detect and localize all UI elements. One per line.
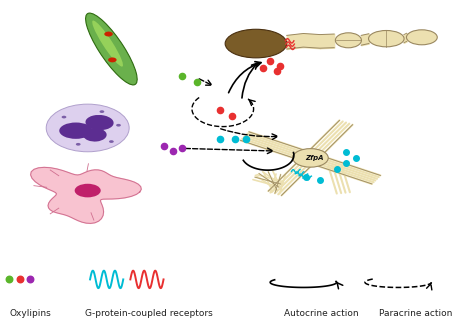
Text: Autocrine action: Autocrine action [284,309,359,318]
Point [16,277,24,282]
Ellipse shape [59,123,92,139]
Point [228,113,236,119]
Text: Oxylipins: Oxylipins [9,309,51,318]
Point [273,68,281,73]
Point [266,58,274,64]
Ellipse shape [293,149,328,167]
Ellipse shape [86,13,137,85]
Ellipse shape [336,33,362,48]
Ellipse shape [116,124,121,126]
Point [342,150,350,155]
Ellipse shape [225,29,287,58]
Text: Paracrine action: Paracrine action [379,309,453,318]
Ellipse shape [407,30,437,45]
Point [217,136,224,141]
Point [179,74,186,79]
Point [333,166,340,171]
Ellipse shape [83,128,107,141]
Ellipse shape [100,110,104,113]
Point [179,146,186,151]
Point [316,177,324,182]
Point [160,143,167,148]
Point [342,161,350,166]
Point [6,277,13,282]
Ellipse shape [369,31,404,47]
Ellipse shape [62,116,66,119]
Polygon shape [31,167,141,223]
Ellipse shape [85,115,114,130]
Text: G-protein-coupled receptors: G-protein-coupled receptors [85,309,213,318]
Ellipse shape [92,21,123,67]
Ellipse shape [76,143,81,146]
Point [276,63,283,68]
Point [243,136,250,141]
Point [352,155,359,161]
Text: ZfpA: ZfpA [305,155,324,161]
Point [169,148,177,154]
Ellipse shape [109,140,114,143]
Ellipse shape [104,32,113,37]
Point [302,174,310,180]
Point [193,79,201,84]
Ellipse shape [75,184,100,197]
Point [217,108,224,113]
Point [27,277,34,282]
Point [259,65,267,71]
Point [231,136,238,141]
Ellipse shape [108,57,117,62]
Ellipse shape [46,104,129,152]
